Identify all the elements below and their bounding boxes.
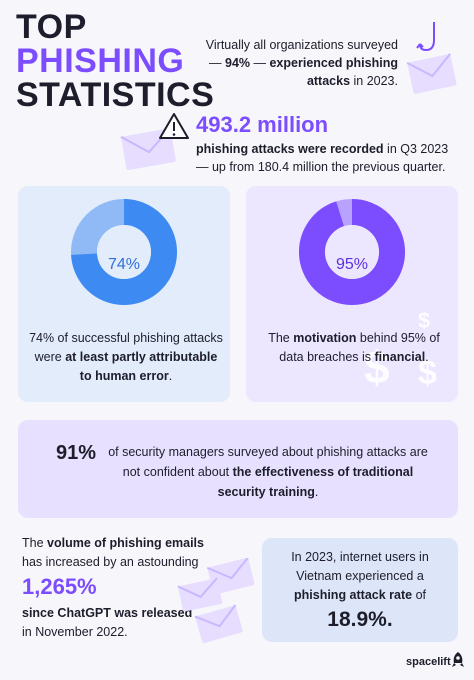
human-error-donut-arc — [71, 199, 177, 305]
financial-donut — [299, 199, 405, 305]
human-error-donut — [71, 199, 177, 305]
financial-post: . — [425, 350, 429, 364]
title-line-3: STATISTICS — [16, 76, 215, 114]
million-number: 493.2 million — [196, 112, 329, 137]
dollar-icon-medium: $ — [418, 354, 437, 392]
financial-bold-2: financial — [374, 350, 426, 364]
security-training-text: of security managers surveyed about phis… — [98, 442, 438, 502]
security-training-bold: the effectiveness of traditional securit… — [217, 465, 414, 499]
financial-pre: The — [268, 331, 294, 345]
security-training-card: 91% of security managers surveyed about … — [18, 420, 458, 518]
intro-bold: experienced phishing attacks — [269, 56, 398, 88]
spacelift-logo-icon — [452, 652, 464, 667]
vietnam-number-value: 18.9% — [327, 608, 387, 631]
envelope-stack-icon — [177, 558, 255, 644]
brand-name: spacelift — [406, 656, 451, 668]
intro-post: in 2023. — [350, 74, 399, 88]
volume-intro-text: The volume of phishing emails has increa… — [22, 534, 222, 572]
intro-pre: Virtually all organizations surveyed — [205, 38, 398, 52]
volume-bold-2: since ChatGPT was released — [22, 606, 193, 620]
security-training-post: . — [314, 485, 319, 499]
vietnam-text: In 2023, internet users in Vietnam exper… — [270, 548, 450, 605]
volume-mid: has increased by an astounding — [22, 555, 199, 569]
volume-post: in November 2022. — [22, 625, 128, 639]
human-error-post: . — [168, 369, 173, 383]
security-training-number: 91% — [56, 442, 97, 464]
vietnam-pre: In 2023, internet users in Vietnam exper… — [291, 550, 429, 583]
financial-mid: behind 95% of data breaches is — [279, 331, 440, 364]
financial-donut-arc — [299, 199, 405, 305]
human-error-card: 74% 74% of successful phishing attacks w… — [18, 186, 230, 402]
human-error-pre: 74% of successful phishing attacks were — [29, 331, 223, 364]
million-post: in Q3 2023 — up from 180.4 million the p… — [196, 142, 449, 174]
page-title: TOP PHISHING STATISTICS — [16, 10, 214, 112]
dollar-icon-large: $ — [364, 341, 390, 393]
intro-percent: 94% — [225, 56, 251, 70]
fishing-hook-envelope-icon — [406, 22, 457, 94]
vietnam-bold: phishing attack rate — [294, 588, 413, 602]
intro-dash: — — [209, 56, 225, 70]
volume-number: 1,265% — [22, 574, 97, 599]
title-line-1: TOP — [16, 8, 87, 46]
million-text: phishing attacks were recorded in Q3 202… — [196, 140, 456, 176]
title-line-2: PHISHING — [16, 42, 185, 80]
financial-card: $ $ $ 95% The motivation behind 95% of d… — [246, 186, 458, 402]
volume-bold-1: volume of phishing emails — [47, 536, 204, 550]
vietnam-card: In 2023, internet users in Vietnam exper… — [262, 538, 458, 642]
intro-stat: Virtually all organizations surveyed — 9… — [196, 36, 398, 90]
intro-mid: — — [250, 56, 270, 70]
dollar-icon-small: $ — [418, 308, 431, 333]
million-bold: phishing attacks were recorded — [196, 142, 384, 156]
human-error-percent: 74% — [107, 256, 141, 273]
vietnam-number-suffix: . — [386, 608, 393, 631]
vietnam-number: 18.9%. — [262, 608, 458, 632]
human-error-text: 74% of successful phishing attacks were … — [28, 329, 224, 386]
security-training-pre: of security managers surveyed about phis… — [108, 445, 428, 479]
vietnam-post: of — [412, 588, 426, 602]
warning-envelope-icon — [120, 113, 189, 170]
volume-pre: The — [22, 536, 48, 550]
human-error-bold: at least partly attributable to human er… — [65, 350, 218, 383]
financial-text: The motivation behind 95% of data breach… — [256, 329, 452, 367]
financial-percent: 95% — [335, 256, 369, 273]
financial-bold-1: motivation — [293, 331, 357, 345]
volume-outro-text: since ChatGPT was released in November 2… — [22, 604, 202, 642]
